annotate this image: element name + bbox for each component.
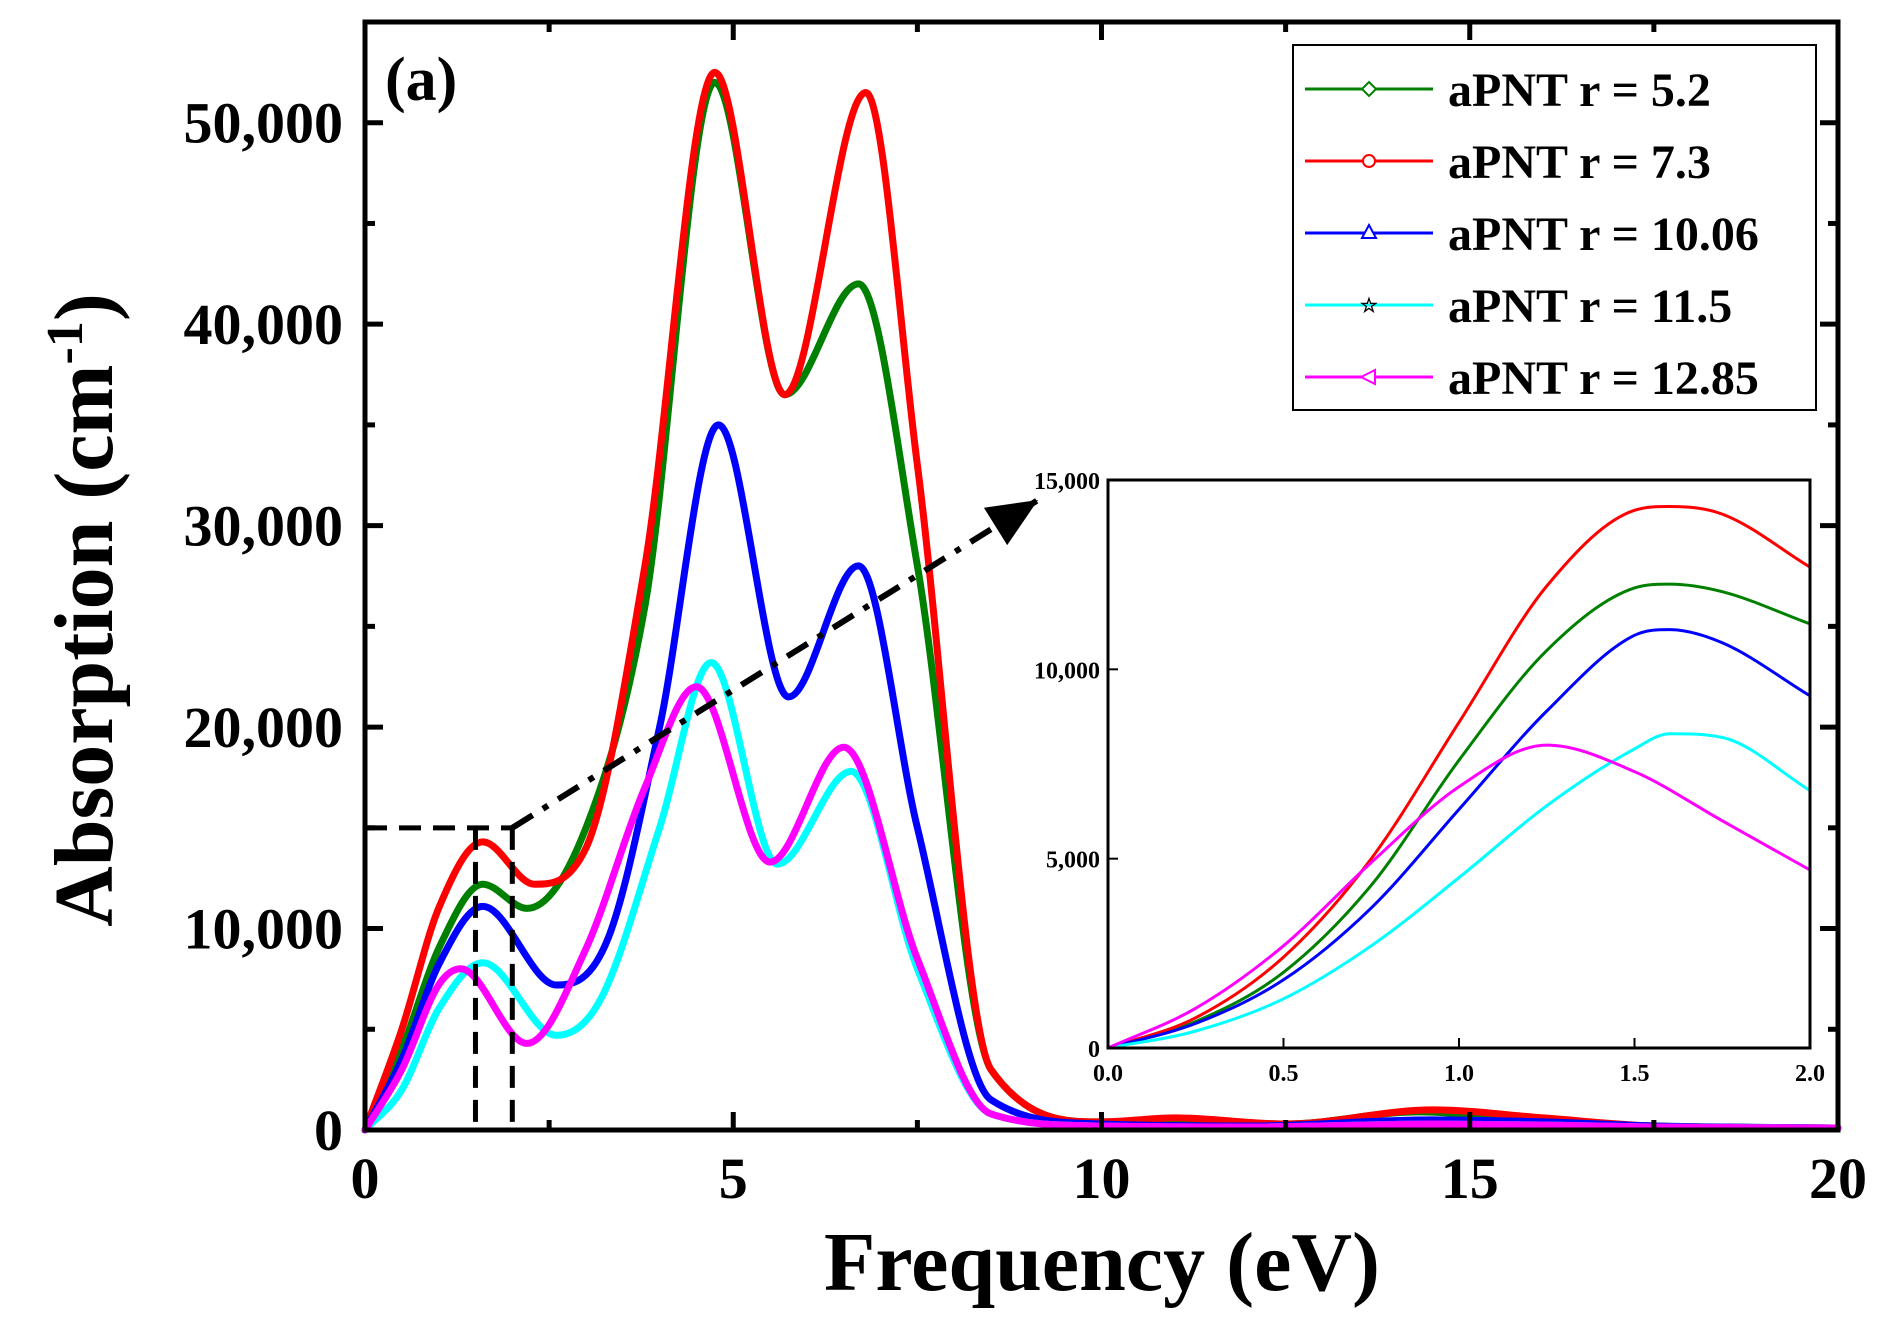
legend-diamond-marker (1360, 80, 1378, 98)
legend-label: aPNT r = 10.06 (1448, 208, 1759, 261)
inset-series-line-3 (1107, 628, 1811, 1050)
legend-label: aPNT r = 7.3 (1448, 136, 1711, 189)
y-tick-label: 50,000 (184, 91, 344, 156)
y-tick-label: 0 (314, 1098, 343, 1163)
inset-y-tick-label: 5,000 (1046, 848, 1100, 874)
inset-y-tick-label: 0 (1088, 1037, 1100, 1063)
legend-label: aPNT r = 11.5 (1448, 280, 1732, 333)
inset-x-tick-label: 1.5 (1620, 1061, 1650, 1087)
inset-plot-area: 0.0 0.5 1.0 1.5 2.0 0 5,000 10,000 15,000 (1034, 469, 1825, 1087)
x-tick-label: 20 (1809, 1146, 1867, 1211)
x-tick-label: 5 (719, 1146, 748, 1211)
zoom-annotations (365, 497, 1040, 1122)
y-axis-title-close: ) (38, 293, 131, 321)
series-line-2 (361, 68, 1842, 1134)
x-tick-label: 10 (1073, 1146, 1131, 1211)
y-tick-label: 10,000 (184, 897, 344, 962)
y-tick-label: 30,000 (184, 494, 344, 559)
series-line-5 (361, 683, 1842, 1134)
legend: aPNT r = 5.2 aPNT r = 7.3 aPNT r = 10.06 ☆ a… (1292, 44, 1817, 411)
inset-background (1108, 480, 1810, 1048)
inset-x-tick-label: 0.0 (1093, 1061, 1123, 1087)
x-tick-label: 15 (1441, 1146, 1499, 1211)
x-tick-label: 0 (351, 1146, 380, 1211)
inset-y-tick-label: 10,000 (1034, 658, 1100, 684)
inset-x-tick-label: 0.5 (1269, 1061, 1299, 1087)
legend-star-marker: ☆ (1360, 295, 1378, 317)
zoom-arrow-head (983, 500, 1038, 546)
legend-triangle-left-marker (1358, 368, 1376, 386)
legend-label: aPNT r = 12.85 (1448, 352, 1759, 405)
y-tick-label: 20,000 (184, 695, 344, 760)
zoom-arrow-line (510, 497, 1040, 831)
x-axis-title: Frequency (eV) (824, 1216, 1380, 1309)
y-axis-title: Absorption (cm-1) (37, 293, 131, 927)
inset-series-line-2 (1107, 504, 1811, 1050)
inset-x-tick-label: 2.0 (1795, 1061, 1825, 1087)
y-axis-title-main: Absorption (cm (38, 364, 131, 926)
y-tick-label: 40,000 (184, 292, 344, 357)
inset-series-line-4 (1107, 732, 1811, 1050)
legend-circle-marker (1362, 154, 1376, 168)
legend-triangle-marker (1360, 222, 1378, 239)
inset-x-tick-label: 1.0 (1444, 1061, 1474, 1087)
inset-series-line-5 (1107, 743, 1811, 1050)
inset-y-tick-label: 15,000 (1034, 469, 1100, 495)
panel-label: (a) (385, 46, 457, 114)
main-plot-area: 0 5 10 15 20 0 10,000 20,000 30,000 40,000 50,000 (184, 19, 1867, 1211)
inset-series-line-1 (1107, 582, 1811, 1050)
y-axis-title-sup: -1 (37, 321, 94, 364)
legend-frame (1292, 44, 1817, 411)
legend-label: aPNT r = 5.2 (1448, 64, 1711, 117)
series-line-3 (361, 421, 1842, 1134)
